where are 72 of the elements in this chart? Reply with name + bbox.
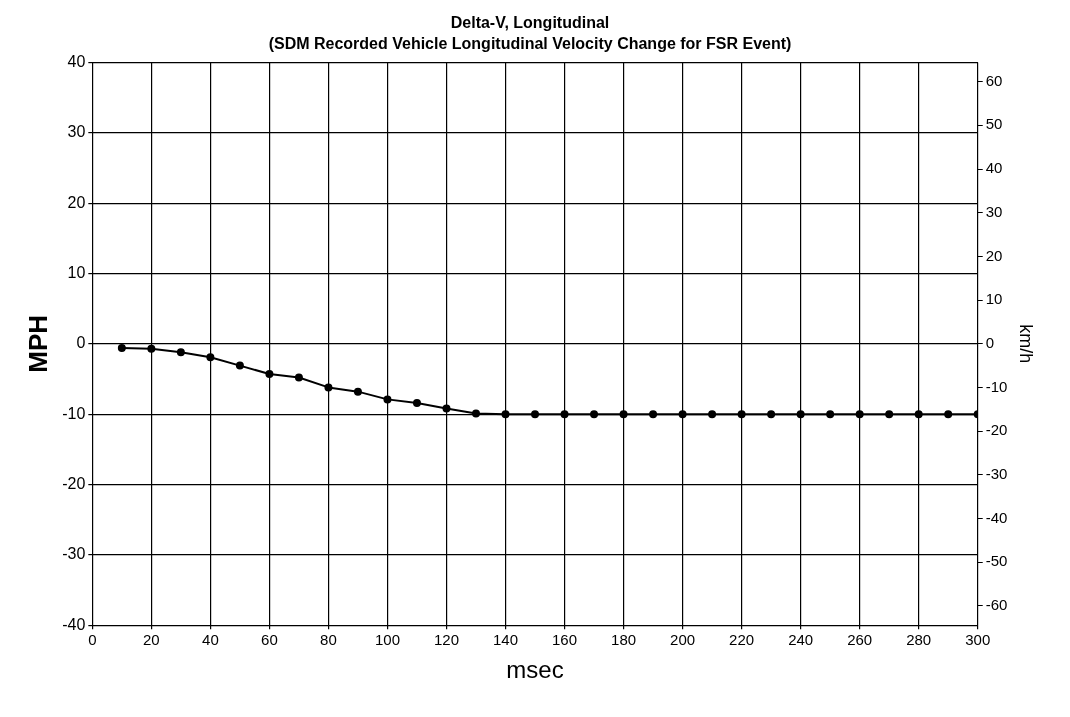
point <box>531 410 540 419</box>
y2-tick-label: 20 <box>985 246 1003 264</box>
y2-tick-label: -50 <box>985 552 1008 570</box>
y-tick-label: 20 <box>67 193 86 211</box>
y2-tick-label: -60 <box>985 596 1008 614</box>
point <box>914 410 923 419</box>
point <box>206 353 215 362</box>
point <box>560 410 569 419</box>
y2-tick-label: 50 <box>985 115 1003 133</box>
point <box>855 410 864 419</box>
y-tick-label: 0 <box>76 334 86 352</box>
point <box>885 410 894 419</box>
chart-title: Delta-V, Longitudinal <box>450 14 610 32</box>
point <box>442 404 451 413</box>
y-tick-label: -10 <box>62 404 86 422</box>
point <box>944 410 953 419</box>
x-tick-label: 220 <box>729 631 755 649</box>
y-tick-label: -30 <box>62 545 86 563</box>
y-tick-label: 30 <box>67 123 86 141</box>
x-tick-label: 40 <box>202 631 219 649</box>
point <box>826 410 835 419</box>
point <box>590 410 599 419</box>
y-tick-label: -40 <box>62 615 86 633</box>
point <box>649 410 658 419</box>
y-tick-label: -20 <box>62 474 86 492</box>
x-tick-label: 20 <box>143 631 160 649</box>
x-tick-label: 160 <box>552 631 578 649</box>
point <box>383 395 392 404</box>
y2-tick-label: -40 <box>985 508 1008 526</box>
x-tick-label: 180 <box>611 631 637 649</box>
x-tick-label: 300 <box>965 631 991 649</box>
chart-subtitle: (SDM Recorded Vehicle Longitudinal Velocity Change for FSR Event) <box>268 35 792 53</box>
x-tick-label: 120 <box>433 631 459 649</box>
point <box>176 348 185 357</box>
x-tick-label: 100 <box>374 631 400 649</box>
point <box>324 383 333 392</box>
point <box>708 410 717 419</box>
point <box>501 410 510 419</box>
point <box>796 410 805 419</box>
point <box>265 370 274 379</box>
point <box>737 410 746 419</box>
y-tick-label: 40 <box>67 52 86 70</box>
y2-tick-label: 30 <box>985 202 1003 220</box>
y2-tick-label: -30 <box>985 465 1008 483</box>
point <box>147 344 156 353</box>
y-tick-label: 10 <box>67 263 86 281</box>
y2-tick-label: -10 <box>985 377 1008 395</box>
y2-tick-label: 60 <box>985 71 1003 89</box>
y-axis-title: MPH <box>22 314 53 373</box>
x-tick-label: 60 <box>261 631 278 649</box>
point <box>235 361 244 370</box>
y2-axis-title: km/h <box>1016 324 1037 364</box>
y2-tick-label: -20 <box>985 421 1008 439</box>
x-tick-label: 140 <box>492 631 519 649</box>
point <box>619 410 628 419</box>
point <box>472 409 480 418</box>
x-tick-label: 240 <box>788 631 814 649</box>
y2-tick-label: 0 <box>985 333 995 351</box>
point <box>117 344 126 353</box>
x-tick-label: 0 <box>88 631 97 649</box>
x-tick-label: 280 <box>906 631 932 649</box>
x-tick-label: 200 <box>670 631 696 649</box>
x-tick-label: 80 <box>320 631 337 649</box>
y2-tick-label: 40 <box>985 159 1003 177</box>
point <box>767 410 776 419</box>
y2-tick-label: 10 <box>985 290 1003 308</box>
point <box>678 410 687 419</box>
point <box>294 373 303 382</box>
x-tick-label: 260 <box>847 631 873 649</box>
point <box>412 398 421 407</box>
point <box>353 387 362 396</box>
x-axis-title: msec <box>506 656 564 684</box>
